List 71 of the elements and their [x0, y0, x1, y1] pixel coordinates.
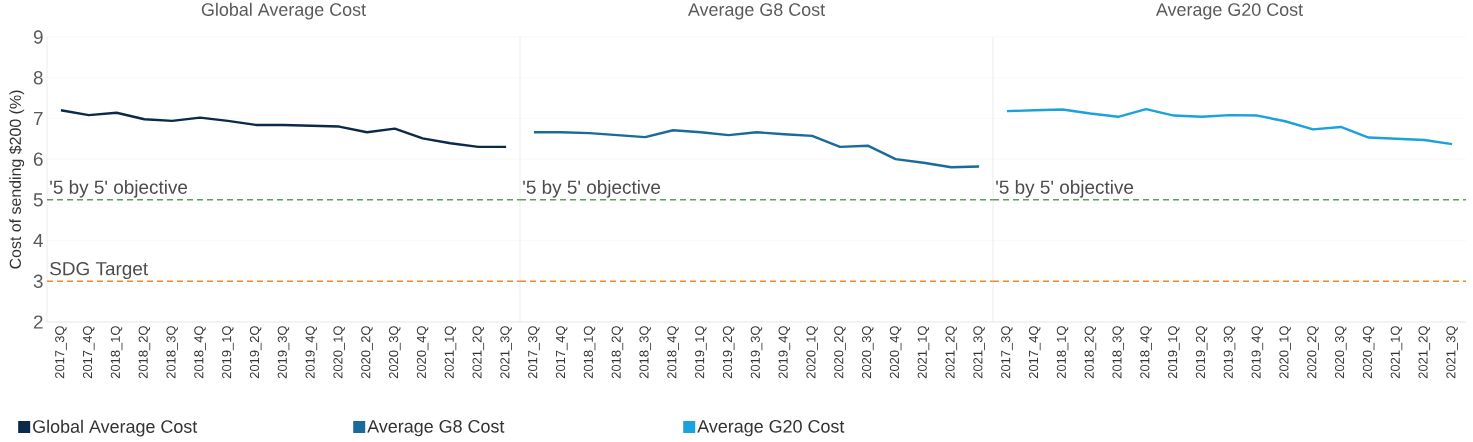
- x-tick-label: 2017_4Q: [82, 326, 95, 379]
- y-tick-label: 7: [33, 111, 43, 125]
- x-tick-label: 2019_4Q: [778, 326, 791, 379]
- legend-label: Average G8 Cost: [367, 419, 505, 437]
- x-tick-label: 2019_3Q: [750, 326, 763, 379]
- y-tick-label: 9: [33, 30, 43, 44]
- x-tick-label: 2017_4Q: [555, 326, 568, 379]
- x-tick-label: 2019_4Q: [305, 326, 318, 379]
- y-axis-title: Cost of sending $200 (%): [9, 90, 25, 269]
- x-tick-label: 2020_3Q: [862, 326, 874, 379]
- x-tick-label: 2021_3Q: [973, 326, 985, 379]
- y-tick-label: 5: [33, 193, 43, 207]
- x-tick-label: 2019_3Q: [277, 326, 290, 379]
- x-tick-label: 2019_2Q: [722, 326, 735, 379]
- x-tick-label: 2019_1Q: [695, 326, 707, 379]
- x-tick-label: 2017_3Q: [528, 326, 540, 379]
- x-tick-label: 2018_4Q: [194, 326, 206, 379]
- x-tick-label: 2017_3Q: [1001, 326, 1013, 379]
- x-tick-label: 2019_2Q: [1195, 326, 1208, 379]
- x-tick-label: 2020_1Q: [806, 326, 818, 379]
- x-tick-label: 2021_1Q: [1390, 326, 1403, 379]
- x-tick-label: 2021_2Q: [472, 326, 485, 379]
- x-tick-label: 2017_3Q: [55, 326, 67, 379]
- x-tick-label: 2021_1Q: [917, 326, 930, 379]
- x-tick-label: 2021_3Q: [1446, 326, 1458, 379]
- chart-title: Average G20 Cost: [1155, 3, 1303, 20]
- x-tick-label: 2021_3Q: [500, 326, 512, 379]
- x-tick-label: 2019_1Q: [1168, 326, 1180, 379]
- x-tick-label: 2018_4Q: [1140, 326, 1152, 379]
- line-series: [59, 109, 508, 149]
- x-tick-label: 2018_1Q: [583, 326, 596, 379]
- x-tick-label: 2018_3Q: [639, 326, 652, 379]
- x-tick-label: 2017_4Q: [1028, 326, 1041, 379]
- legend-label: Average G20 Cost: [697, 419, 845, 437]
- x-tick-label: 2020_4Q: [889, 326, 902, 379]
- x-tick-label: 2020_3Q: [389, 326, 401, 379]
- ref-line-label: SDG Target: [50, 261, 148, 280]
- x-tick-label: 2020_1Q: [1279, 326, 1291, 379]
- x-tick-label: 2018_3Q: [1112, 326, 1125, 379]
- x-tick-label: 2018_1Q: [110, 326, 123, 379]
- y-tick-label: 6: [33, 152, 43, 166]
- x-tick-label: 2021_1Q: [444, 326, 457, 379]
- x-tick-label: 2020_4Q: [1362, 326, 1375, 379]
- x-tick-label: 2018_3Q: [166, 326, 179, 379]
- ref-line-label: '5 by 5' objective: [50, 180, 188, 198]
- y-tick-label: 2: [33, 315, 43, 329]
- x-tick-label: 2018_4Q: [667, 326, 679, 379]
- ref-line-label: '5 by 5' objective: [996, 180, 1134, 198]
- chart-title: Average G8 Cost: [687, 3, 825, 20]
- y-tick-label: 8: [33, 71, 43, 85]
- x-tick-label: 2018_2Q: [1084, 326, 1097, 379]
- x-tick-label: 2019_3Q: [1223, 326, 1236, 379]
- x-tick-label: 2018_2Q: [611, 326, 624, 379]
- x-tick-label: 2018_2Q: [138, 326, 151, 379]
- x-tick-label: 2020_4Q: [416, 326, 429, 379]
- chart-title: Global Average Cost: [201, 2, 366, 20]
- x-tick-label: 2021_2Q: [945, 326, 958, 379]
- x-tick-label: 2019_4Q: [1251, 326, 1264, 379]
- x-tick-label: 2019_2Q: [249, 326, 262, 379]
- ref-line-label: '5 by 5' objective: [523, 180, 661, 198]
- x-tick-label: 2020_1Q: [333, 326, 345, 379]
- x-tick-label: 2020_3Q: [1335, 326, 1347, 379]
- x-tick-label: 2019_1Q: [222, 326, 234, 379]
- x-tick-label: 2018_1Q: [1056, 326, 1069, 379]
- x-tick-label: 2020_2Q: [361, 326, 373, 379]
- y-tick-label: 4: [33, 234, 43, 248]
- x-tick-label: 2020_2Q: [834, 326, 846, 379]
- legend-label: Global Average Cost: [33, 419, 198, 437]
- y-tick-label: 3: [33, 274, 43, 288]
- x-tick-label: 2020_2Q: [1307, 326, 1319, 379]
- x-tick-label: 2021_2Q: [1418, 326, 1431, 379]
